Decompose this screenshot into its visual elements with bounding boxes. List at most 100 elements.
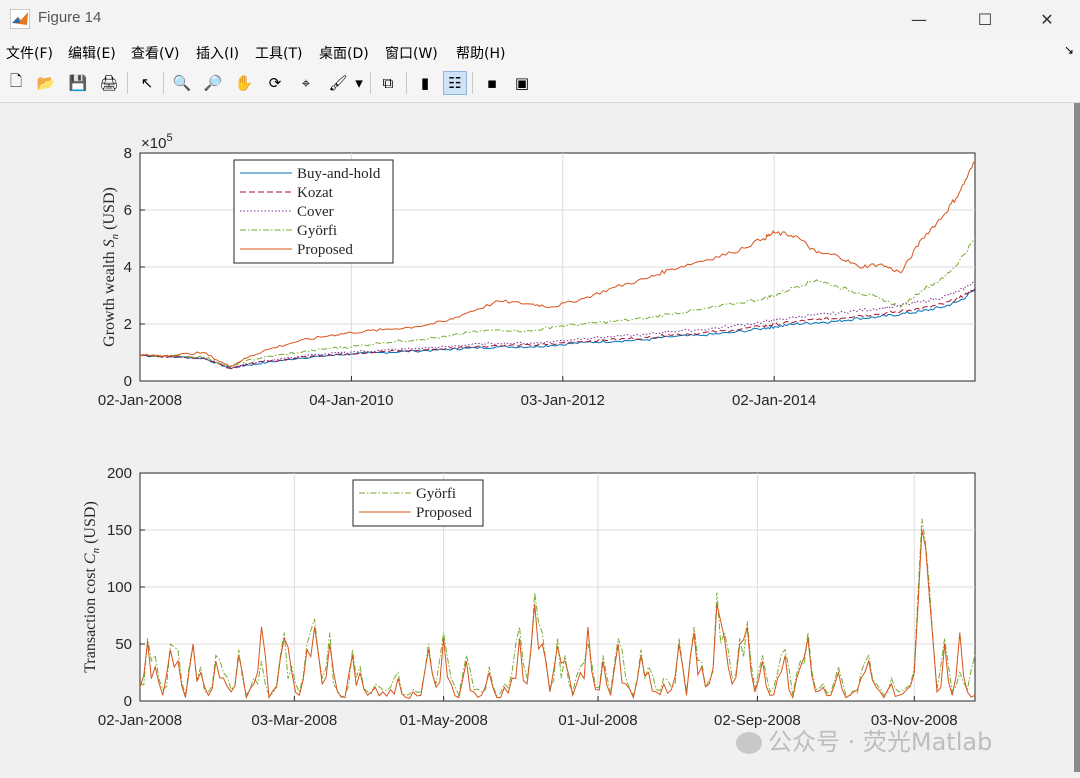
y-tick-label: 0 xyxy=(124,693,132,710)
link-plot-icon: ⧉ xyxy=(382,74,394,92)
zoom-out-icon: 🔎 xyxy=(203,74,223,92)
x-tick-label: 03-Mar-2008 xyxy=(251,712,337,729)
menu-view[interactable]: 查看(V) xyxy=(131,46,180,62)
brush-icon: 🖌 xyxy=(328,74,348,92)
wealth-series xyxy=(139,161,976,370)
print-button[interactable]: 🖨 xyxy=(97,71,121,95)
toolbar-separator xyxy=(406,72,407,94)
menu-help[interactable]: 帮助(H) xyxy=(456,46,506,62)
y-tick-label: 200 xyxy=(107,465,132,482)
new-figure-icon: 🗋 xyxy=(9,71,23,90)
figure-canvas: 0 2 4 6 8 02-Jan-2008 04-Jan-2010 03-Jan-2012 02… xyxy=(0,103,1074,772)
x-tick-label: 04-Jan-2010 xyxy=(309,392,393,409)
maximize-button[interactable]: ☐ xyxy=(962,0,1008,38)
hide-tools-button[interactable]: ▪ xyxy=(480,71,504,95)
menu-tools[interactable]: 工具(T) xyxy=(255,46,303,62)
series-line-gy-rfi xyxy=(140,238,976,368)
rotate-3d-icon: ⟳ xyxy=(268,74,282,92)
pointer-button[interactable]: ↖ xyxy=(135,71,159,95)
open-file-icon: 📂 xyxy=(36,74,56,92)
wealth-multiplier: ×105 xyxy=(141,132,173,152)
cost-axes[interactable]: 0 50 100 150 200 02-Jan-2008 03-Mar-2008 01-May… xyxy=(82,465,976,729)
legend-label: Proposed xyxy=(297,242,353,258)
toolbar-separator xyxy=(163,72,164,94)
data-cursor-button[interactable]: ⌖ xyxy=(294,71,318,95)
series-line-kozat xyxy=(139,288,976,370)
zoom-out-button[interactable]: 🔎 xyxy=(201,71,225,95)
legend-box xyxy=(352,479,484,527)
minimize-icon: — xyxy=(911,9,927,29)
legend-label: Györfi xyxy=(297,223,337,239)
new-figure-button[interactable]: 🗋 xyxy=(4,71,28,95)
menu-edit[interactable]: 编辑(E) xyxy=(68,46,116,62)
x-tick-label: 02-Jan-2008 xyxy=(98,712,182,729)
legend-label: Buy-and-hold xyxy=(297,166,381,182)
save-button[interactable]: 💾 xyxy=(66,71,90,95)
pan-button[interactable]: ✋ xyxy=(232,71,256,95)
legend-icon: ☷ xyxy=(448,74,462,92)
link-plot-button[interactable]: ⧉ xyxy=(376,71,400,95)
menu-desktop[interactable]: 桌面(D) xyxy=(319,46,369,62)
colorbar-icon: ▮ xyxy=(420,74,430,92)
brush-dropdown-button[interactable]: ▾ xyxy=(352,71,366,95)
toolbar-separator xyxy=(370,72,371,94)
dock-arrow-icon[interactable]: ↘ xyxy=(1063,43,1074,57)
open-file-button[interactable]: 📂 xyxy=(34,71,58,95)
x-tick-label: 02-Sep-2008 xyxy=(714,712,801,729)
wechat-icon xyxy=(736,732,762,754)
close-button[interactable]: ✕ xyxy=(1024,0,1070,38)
close-icon: ✕ xyxy=(1040,9,1054,29)
legend-label: Györfi xyxy=(416,486,456,502)
legend-label: Proposed xyxy=(416,505,472,521)
y-tick-label: 150 xyxy=(107,522,132,539)
pointer-icon: ↖ xyxy=(140,74,154,92)
menu-bar: 文件(F) 编辑(E) 查看(V) 插入(I) 工具(T) 桌面(D) 窗口(W… xyxy=(0,38,1080,66)
x-tick-label: 02-Jan-2014 xyxy=(732,392,816,409)
window-title: Figure 14 xyxy=(38,9,102,26)
watermark-text: 公众号 · 荧光Matlab xyxy=(768,728,993,756)
hide-tools-icon: ▪ xyxy=(486,74,498,92)
y-tick-label: 4 xyxy=(124,259,132,276)
maximize-icon: ☐ xyxy=(977,9,993,29)
zoom-in-button[interactable]: 🔍 xyxy=(170,71,194,95)
toolbar-separator xyxy=(472,72,473,94)
series-line-proposed xyxy=(139,529,976,700)
dock-button[interactable]: ▣ xyxy=(510,71,534,95)
wealth-axes[interactable]: 0 2 4 6 8 02-Jan-2008 04-Jan-2010 03-Jan-2012 02… xyxy=(98,132,976,409)
menu-window[interactable]: 窗口(W) xyxy=(385,46,438,62)
save-icon: 💾 xyxy=(68,74,88,92)
y-tick-label: 0 xyxy=(124,373,132,390)
wealth-tick-labels: 0 2 4 6 8 02-Jan-2008 04-Jan-2010 03-Jan-2012 02… xyxy=(98,145,816,409)
x-tick-label: 01-May-2008 xyxy=(399,712,487,729)
y-tick-label: 8 xyxy=(124,145,132,162)
colorbar-button[interactable]: ▮ xyxy=(413,71,437,95)
rotate-3d-button[interactable]: ⟳ xyxy=(263,71,287,95)
x-tick-label: 03-Jan-2012 xyxy=(521,392,605,409)
x-tick-label: 03-Nov-2008 xyxy=(871,712,958,729)
series-line-buy-and-hold xyxy=(139,289,976,370)
menu-insert[interactable]: 插入(I) xyxy=(196,46,240,62)
toolbar-separator xyxy=(127,72,128,94)
watermark: 公众号 · 荧光Matlab xyxy=(736,722,992,757)
wealth-ylabel: Growth wealth Sn (USD) xyxy=(101,187,121,347)
cost-tick-labels: 0 50 100 150 200 02-Jan-2008 03-Mar-2008 01-May… xyxy=(98,465,958,729)
x-tick-label: 01-Jul-2008 xyxy=(558,712,637,729)
data-cursor-icon: ⌖ xyxy=(301,74,311,92)
toolbar: 🗋 📂 💾 🖨 ↖ 🔍 🔎 ✋ ⟳ ⌖ 🖌 ▾ ⧉ ▮ ☷ ▪ ▣ xyxy=(0,66,1080,103)
minimize-button[interactable]: — xyxy=(896,0,942,38)
wealth-legend[interactable]: Buy-and-hold Kozat Cover Györfi Proposed xyxy=(233,159,394,264)
menu-file[interactable]: 文件(F) xyxy=(6,46,53,62)
brush-button[interactable]: 🖌 xyxy=(326,71,350,95)
y-tick-label: 50 xyxy=(115,636,132,653)
cost-ylabel: Transaction cost Cn (USD) xyxy=(82,501,102,673)
cost-legend[interactable]: Györfi Proposed xyxy=(352,479,484,527)
y-tick-label: 100 xyxy=(107,579,132,596)
cost-series xyxy=(139,518,976,700)
x-tick-label: 02-Jan-2008 xyxy=(98,392,182,409)
y-tick-label: 6 xyxy=(124,202,132,219)
pan-icon: ✋ xyxy=(234,74,254,92)
zoom-in-icon: 🔍 xyxy=(172,74,192,92)
y-tick-label: 2 xyxy=(124,316,132,333)
legend-button[interactable]: ☷ xyxy=(443,71,467,95)
